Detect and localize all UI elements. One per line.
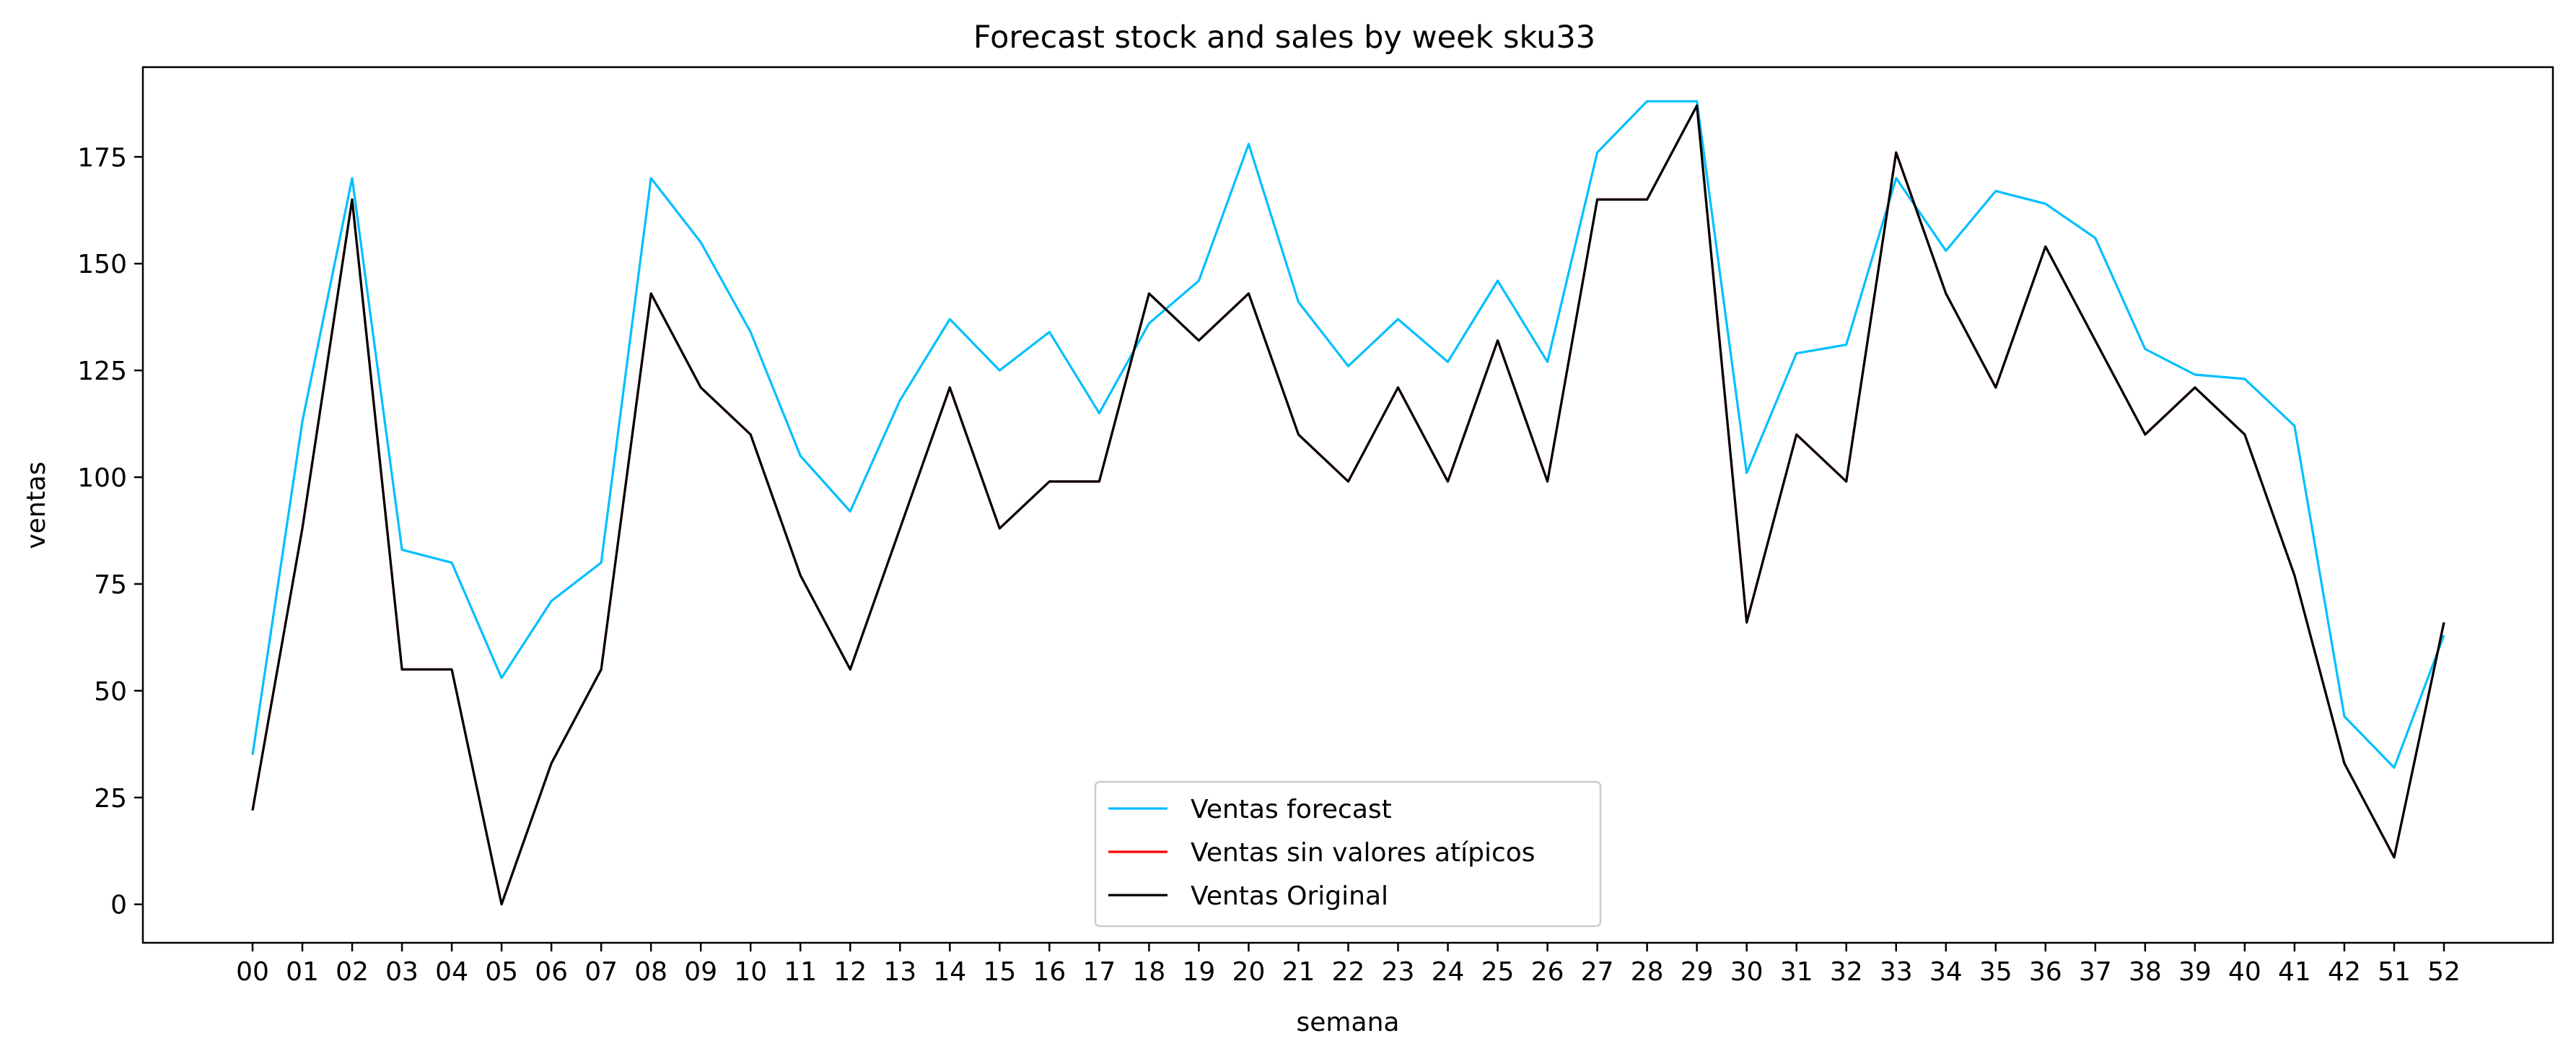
x-tick-label: 08 [634, 957, 667, 987]
y-tick-label: 25 [94, 784, 127, 814]
x-tick-label: 27 [1581, 957, 1614, 987]
x-tick-label: 19 [1183, 957, 1216, 987]
x-tick-label: 05 [485, 957, 518, 987]
y-tick-label: 100 [77, 463, 127, 493]
x-tick-label: 36 [2029, 957, 2062, 987]
x-tick-label: 02 [336, 957, 369, 987]
x-axis: 00 01 02 03 04 05 06 07 08 09 10 11 12 13 14 15 16 17 18 19… [236, 943, 2461, 987]
x-tick-label: 06 [535, 957, 568, 987]
legend-label: Ventas Original [1191, 881, 1388, 911]
series-line-2 [251, 104, 2445, 906]
x-tick-label: 10 [734, 957, 767, 987]
x-tick-label: 39 [2178, 957, 2212, 987]
x-tick-label: 42 [2328, 957, 2361, 987]
x-tick-label: 28 [1631, 957, 1664, 987]
x-tick-label: 11 [784, 957, 817, 987]
x-tick-label: 23 [1382, 957, 1415, 987]
x-tick-label: 51 [2378, 957, 2411, 987]
x-tick-label: 04 [435, 957, 468, 987]
x-tick-label: 16 [1033, 957, 1066, 987]
series-lines [251, 100, 2445, 906]
y-axis: 0 25 50 75 100 125 150 175 [77, 143, 143, 920]
x-tick-label: 01 [286, 957, 319, 987]
y-tick-label: 175 [77, 143, 127, 173]
x-tick-label: 38 [2129, 957, 2162, 987]
x-tick-label: 09 [684, 957, 717, 987]
x-tick-label: 31 [1780, 957, 1813, 987]
x-tick-label: 35 [1979, 957, 2012, 987]
y-tick-label: 150 [77, 250, 127, 279]
x-tick-label: 52 [2427, 957, 2461, 987]
x-tick-label: 29 [1681, 957, 1714, 987]
x-tick-label: 24 [1432, 957, 1465, 987]
x-tick-label: 17 [1082, 957, 1116, 987]
x-tick-label: 26 [1531, 957, 1564, 987]
x-tick-label: 14 [933, 957, 966, 987]
series-line-0 [251, 100, 2445, 770]
y-tick-label: 75 [94, 570, 127, 600]
x-tick-label: 20 [1232, 957, 1266, 987]
x-tick-label: 25 [1481, 957, 1515, 987]
x-tick-label: 41 [2278, 957, 2311, 987]
x-tick-label: 40 [2228, 957, 2261, 987]
x-tick-label: 37 [2079, 957, 2112, 987]
x-tick-label: 12 [833, 957, 867, 987]
x-tick-label: 21 [1282, 957, 1315, 987]
legend-label: Ventas sin valores atípicos [1191, 838, 1535, 868]
plot-frame [141, 66, 2554, 944]
x-tick-label: 33 [1880, 957, 1913, 987]
x-tick-label: 03 [385, 957, 419, 987]
x-tick-label: 18 [1133, 957, 1166, 987]
x-tick-label: 30 [1730, 957, 1764, 987]
x-tick-label: 13 [883, 957, 916, 987]
legend-box [1094, 780, 1602, 928]
x-tick-label: 32 [1830, 957, 1863, 987]
y-tick-label: 125 [77, 357, 127, 386]
x-tick-label: 07 [584, 957, 618, 987]
x-tick-label: 34 [1929, 957, 1963, 987]
y-tick-label: 0 [110, 891, 127, 920]
y-tick-label: 50 [94, 677, 127, 707]
x-axis-label: semana [1297, 1008, 1400, 1037]
x-tick-label: 22 [1332, 957, 1365, 987]
x-tick-label: 15 [983, 957, 1016, 987]
y-axis-label: ventas [22, 461, 51, 549]
chart-title: Forecast stock and sales by week sku33 [973, 19, 1595, 56]
legend: Ventas forecast Ventas sin valores atípic… [1094, 780, 1602, 928]
x-tick-label: 00 [236, 957, 269, 987]
legend-label: Ventas forecast [1191, 795, 1392, 824]
